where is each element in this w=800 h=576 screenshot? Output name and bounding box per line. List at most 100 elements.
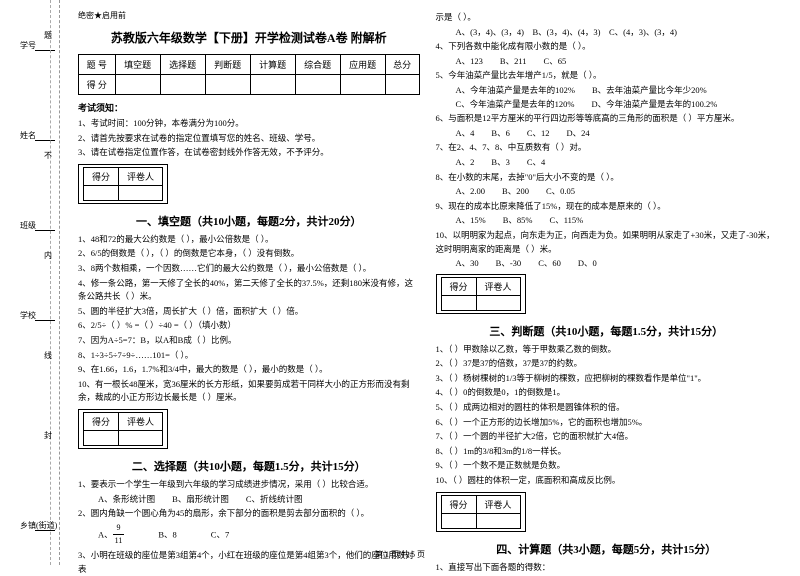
q-item: 4、（ ）0的倒数是0，1的倒数是1。 (436, 386, 778, 400)
scorer-cell (84, 185, 119, 200)
scorer-label: 评卷人 (476, 495, 520, 513)
q-item: 9、现在的成本比原来降低了15%，现在的成本是原来的（ ）。 (436, 200, 778, 214)
q-item: 6、与面积是12平方厘米的平行四边形等等底高的三角形的面积是（ ）平方厘米。 (436, 112, 778, 126)
binding-margin: 学号 姓名 班级 学校 乡镇(街道) 题 不 内 线 封 (0, 0, 60, 565)
opt: C、12 (527, 128, 550, 138)
seal-line (50, 0, 51, 565)
seal-char: 线 (44, 350, 52, 361)
opt: A、今年油菜产量是去年的102% (456, 85, 575, 95)
opt: B、8 (158, 529, 176, 539)
score-header: 总分 (385, 55, 419, 75)
q-item: 5、（ ）成两边相对的圆柱的体积是圆锥体积的倍。 (436, 401, 778, 415)
q-item: 8、（ ）1m的3/8和3m的1/8一样长。 (436, 445, 778, 459)
opt: C、4 (527, 157, 545, 167)
q-item: 1、要表示一个学生一年级到六年级的学习成绩进步情况，采用（ ）比较合适。 (78, 478, 420, 492)
opt: B、211 (500, 56, 527, 66)
page-footer: 第 1 页 共 5 页 (0, 549, 800, 560)
q-options: A、条形统计图 B、扇形统计图 C、折线统计图 (78, 493, 420, 507)
scorer-box: 得分评卷人 (78, 409, 168, 449)
scorer-label: 得分 (441, 277, 476, 295)
score-header: 综合题 (295, 55, 340, 75)
q-item: 3、8两个数相乘，一个因数……它们的最大公约数是（ ），最小公倍数是（ ）。 (78, 262, 420, 276)
q-item: 示是（ ）。 (436, 11, 778, 25)
score-header: 应用题 (340, 55, 385, 75)
frac-den: 11 (113, 535, 125, 548)
q-item: 10、有一根长48厘米，宽36厘米的长方形纸，如果要剪成若干同样大小的正方形而没… (78, 378, 420, 405)
q-options: A、4 B、6 C、12 D、24 (436, 127, 778, 141)
confidential-label: 绝密★启用前 (78, 10, 420, 21)
main-content: 绝密★启用前 苏教版六年级数学【下册】开学检测试卷A卷 附解析 题 号 填空题 … (60, 0, 800, 565)
score-cell (115, 75, 160, 95)
opt: C、(4，3)、(3，4) (609, 27, 677, 37)
opt: B、3 (491, 157, 509, 167)
margin-label-school: 学校 (20, 310, 36, 321)
opt: B、-30 (496, 258, 522, 268)
q-item: 1、48和72的最大公约数是（ ），最小公倍数是（ ）。 (78, 233, 420, 247)
score-header: 计算题 (250, 55, 295, 75)
section-2-title: 二、选择题（共10小题，每题1.5分，共计15分） (78, 458, 420, 474)
scorer-cell (119, 430, 163, 445)
q-options: A、2.00 B、200 C、0.05 (436, 185, 778, 199)
scorer-cell (441, 295, 476, 310)
q-options: A、2 B、3 C、4 (436, 156, 778, 170)
q-options: C、今年油菜产量是去年的120% D、今年油菜产量是去年的100.2% (436, 98, 778, 112)
q-item: 10、以明明家为起点，向东走为正，向西走为负。如果明明从家走了+30米，又走了-… (436, 229, 778, 256)
opt: D、24 (567, 128, 590, 138)
opt: A、条形统计图 (98, 494, 155, 504)
opt: A、123 (456, 56, 483, 66)
margin-line (35, 230, 55, 231)
q-item: 4、下列各数中能化成有限小数的是（ ）。 (436, 40, 778, 54)
opt: A、4 (456, 128, 475, 138)
opt: C、115% (550, 215, 584, 225)
q-item: 5、圆的半径扩大3倍，周长扩大（ ）倍，面积扩大（ ）倍。 (78, 305, 420, 319)
opt: C、折线统计图 (246, 494, 303, 504)
q-item: 2、6/5的倒数是（ ），（ ）的倒数是它本身，（ ）没有倒数。 (78, 247, 420, 261)
scorer-label: 得分 (441, 495, 476, 513)
opt: A、 (98, 529, 113, 539)
opt: B、6 (491, 128, 509, 138)
notice-item: 3、请在试卷指定位置作答，在试卷密封线外作答无效，不予评分。 (78, 146, 420, 160)
notice-item: 2、请首先按要求在试卷的指定位置填写您的姓名、班级、学号。 (78, 132, 420, 146)
opt: B、85% (503, 215, 533, 225)
opt: C、7 (211, 529, 229, 539)
q-options: A、(3，4)、(3，4) B、(3，4)、(4，3) C、(4，3)、(3，4… (436, 26, 778, 40)
score-cell (340, 75, 385, 95)
margin-line (35, 50, 55, 51)
q-item: 10、（ ）圆柱的体积一定，底面积和高成反比例。 (436, 474, 778, 488)
opt: C、今年油菜产量是去年的120% (456, 99, 575, 109)
score-header: 选择题 (160, 55, 205, 75)
section-3-title: 三、判断题（共10小题，每题1.5分，共计15分） (436, 323, 778, 339)
opt: D、今年油菜产量是去年的100.2% (592, 99, 718, 109)
score-cell (385, 75, 419, 95)
scorer-cell (84, 430, 119, 445)
seal-char: 不 (44, 150, 52, 161)
right-column: 示是（ ）。 A、(3，4)、(3，4) B、(3，4)、(4，3) C、(4，… (428, 10, 786, 560)
q-item: 5、今年油菜产量比去年增产1/5，就是（ ）。 (436, 69, 778, 83)
frac-num: 9 (113, 522, 125, 536)
margin-line (35, 140, 55, 141)
seal-char: 封 (44, 430, 52, 441)
scorer-cell (476, 295, 520, 310)
margin-label-studentid: 学号 (20, 40, 36, 51)
q-item: 2、（ ）37是37的倍数，37是37的约数。 (436, 357, 778, 371)
q-item: 4、修一条公路，第一天修了全长的40%，第二天修了全长的37.5%，还剩180米… (78, 277, 420, 304)
scorer-label: 得分 (84, 167, 119, 185)
left-column: 绝密★启用前 苏教版六年级数学【下册】开学检测试卷A卷 附解析 题 号 填空题 … (70, 10, 428, 560)
score-header: 填空题 (115, 55, 160, 75)
opt: B、去年油菜产量比今年少20% (592, 85, 707, 95)
scorer-box: 得分评卷人 (436, 492, 526, 532)
q-item: 9、在1.66，1.6，1.7%和3/4中，最大的数是（ ），最小的数是（ ）。 (78, 363, 420, 377)
scorer-cell (119, 185, 163, 200)
q-item: 1、直接写出下面各题的得数： (436, 561, 778, 575)
q-options: A、30 B、-30 C、60 D、0 (436, 257, 778, 271)
score-cell (160, 75, 205, 95)
score-cell (250, 75, 295, 95)
q-item: 8、在小数的末尾，去掉"0"后大小不变的是（ ）。 (436, 171, 778, 185)
scorer-box: 得分评卷人 (78, 164, 168, 204)
score-header: 题 号 (79, 55, 116, 75)
q-item: 6、（ ）一个正方形的边长增加5%，它的面积也增加5%。 (436, 416, 778, 430)
scorer-box: 得分评卷人 (436, 274, 526, 314)
q-options: A、今年油菜产量是去年的102% B、去年油菜产量比今年少20% (436, 84, 778, 98)
opt: C、60 (538, 258, 561, 268)
q-item: 2、圆内角缺一个圆心角为45的扇形，余下部分的面积是剪去部分面积的（ ）。 (78, 507, 420, 521)
